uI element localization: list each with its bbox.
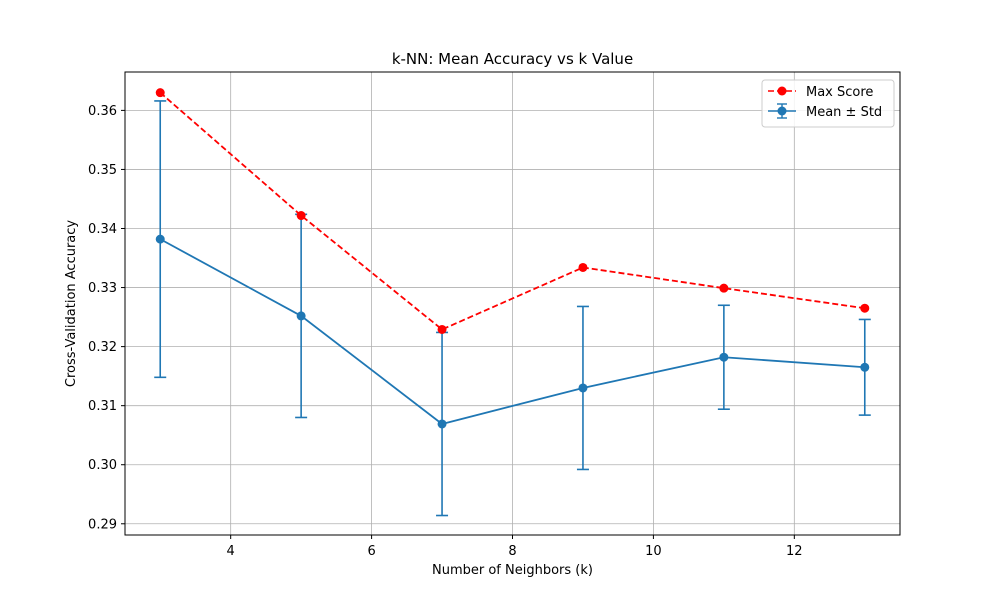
data-point-mean-std xyxy=(155,234,165,244)
x-tick-label: 4 xyxy=(227,544,235,559)
series-line-mean-std xyxy=(159,238,865,425)
x-axis-label: Number of Neighbors (k) xyxy=(432,563,593,578)
y-tick-label: 0.31 xyxy=(88,399,117,414)
y-tick-label: 0.35 xyxy=(88,163,117,178)
data-point-max-score xyxy=(860,303,870,313)
x-axis-ticks: 4 6 8 10 12 xyxy=(227,535,803,559)
data-point-max-score xyxy=(155,88,165,98)
y-tick-label: 0.36 xyxy=(88,104,117,119)
data-point-max-score xyxy=(578,262,588,272)
legend-label-mean-std: Mean ± Std xyxy=(806,105,882,120)
legend-marker-max-score xyxy=(777,86,787,96)
legend-marker-mean-std xyxy=(777,106,787,116)
data-point-mean-std xyxy=(296,311,306,321)
series-mean-std xyxy=(154,100,871,517)
data-point-mean-std xyxy=(860,362,870,372)
x-tick-label: 6 xyxy=(367,544,375,559)
y-axis-label: Cross-Validation Accuracy xyxy=(64,220,79,388)
y-tick-label: 0.32 xyxy=(88,340,117,355)
chart-title: k-NN: Mean Accuracy vs k Value xyxy=(392,50,633,68)
y-tick-label: 0.30 xyxy=(88,458,117,473)
data-point-max-score xyxy=(437,324,447,334)
y-tick-label: 0.33 xyxy=(88,281,117,296)
data-point-max-score xyxy=(296,211,306,221)
x-tick-label: 10 xyxy=(645,544,662,559)
data-point-mean-std xyxy=(719,352,729,362)
x-tick-label: 8 xyxy=(508,544,516,559)
y-tick-label: 0.34 xyxy=(88,222,117,237)
data-point-max-score xyxy=(719,283,729,293)
legend-label-max-score: Max Score xyxy=(806,85,873,100)
legend: Max Score Mean ± Std xyxy=(761,79,895,128)
data-point-mean-std xyxy=(437,419,447,429)
y-tick-label: 0.29 xyxy=(88,517,117,532)
series-max-score xyxy=(155,88,870,334)
series-line-max-score xyxy=(159,91,865,331)
data-point-mean-std xyxy=(578,383,588,393)
x-tick-label: 12 xyxy=(786,544,803,559)
y-axis-ticks: 0.29 0.30 0.31 0.32 0.33 0.34 0.35 0.36 xyxy=(88,104,125,532)
series-layer xyxy=(154,88,871,517)
grid xyxy=(125,72,900,535)
